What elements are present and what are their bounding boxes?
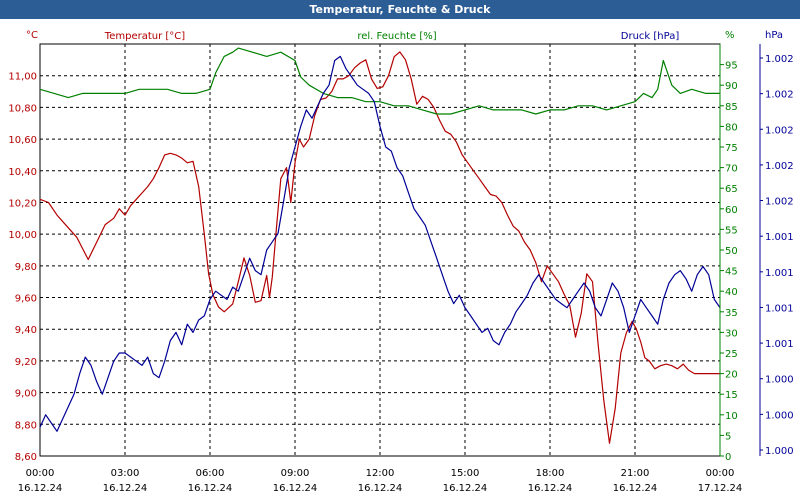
legend-temperature: Temperatur [°C] (104, 31, 185, 42)
y-tick-label-humidity: 70 (725, 164, 738, 175)
x-tick-label-time: 00:00 (26, 468, 55, 479)
x-tick-label-date: 16.12.24 (358, 483, 403, 494)
y-tick-label-pressure: 1.000 (765, 410, 794, 421)
series-line-humidity (39, 47, 720, 115)
y-tick-label-humidity: 65 (725, 184, 738, 195)
x-tick-label-date: 16.12.24 (18, 483, 63, 494)
y-tick-label-pressure: 1.000 (765, 375, 794, 386)
y-tick-label-humidity: 50 (725, 246, 738, 257)
y-tick-label-humidity: 25 (725, 349, 738, 360)
y-tick-label-pressure: 1.002 (765, 90, 794, 101)
y-tick-label-humidity: 15 (725, 390, 738, 401)
y-tick-label-temperature: 11,00 (8, 72, 37, 83)
series-line-temperature (39, 51, 720, 444)
y-tick-label-temperature: 10,40 (8, 167, 37, 178)
y-tick-label-temperature: 9,40 (15, 325, 37, 336)
y-tick-label-humidity: 10 (725, 411, 738, 422)
y-tick-label-humidity: 90 (725, 81, 738, 92)
y-tick-label-humidity: 80 (725, 122, 738, 133)
y-tick-label-pressure: 1.002 (765, 161, 794, 172)
y-tick-label-humidity: 0 (725, 452, 731, 463)
y-tick-label-humidity: 30 (725, 328, 738, 339)
x-tick-label-time: 00:00 (706, 468, 735, 479)
unit-label-temperature: °C (26, 30, 38, 41)
y-tick-label-temperature: 9,60 (15, 294, 37, 305)
y-tick-label-temperature: 9,80 (15, 262, 37, 273)
y-tick-label-pressure: 1.001 (765, 268, 794, 279)
y-tick-label-pressure: 1.002 (765, 197, 794, 208)
unit-label-humidity: % (725, 30, 735, 41)
y-tick-label-humidity: 5 (725, 431, 731, 442)
y-tick-label-humidity: 20 (725, 370, 738, 381)
x-tick-label-date: 16.12.24 (443, 483, 488, 494)
line-chart: 8,60 8,80 9,00 9,20 9,40 9,60 9,80 10,00 10,20 10… (8, 30, 793, 494)
x-tick-label-date: 17.12.24 (698, 483, 743, 494)
x-tick-label-time: 15:00 (451, 468, 480, 479)
x-tick-label-time: 21:00 (621, 468, 650, 479)
series-line-pressure (39, 55, 721, 432)
y-tick-label-humidity: 55 (725, 225, 738, 236)
y-tick-label-temperature: 9,20 (15, 357, 37, 368)
x-tick-label-time: 03:00 (111, 468, 140, 479)
y-tick-label-humidity: 85 (725, 102, 738, 113)
y-tick-label-humidity: 35 (725, 308, 738, 319)
x-tick-label-date: 16.12.24 (273, 483, 318, 494)
x-tick-label-time: 12:00 (366, 468, 395, 479)
y-tick-label-temperature: 10,00 (8, 230, 37, 241)
x-tick-label-date: 16.12.24 (103, 483, 148, 494)
y-tick-label-temperature: 10,60 (8, 135, 37, 146)
y-tick-label-temperature: 9,00 (15, 389, 37, 400)
series-layer (39, 47, 721, 444)
y-tick-label-temperature: 10,20 (8, 198, 37, 209)
legend-pressure: Druck [hPa] (621, 31, 680, 42)
y-tick-label-temperature: 8,80 (15, 420, 37, 431)
x-tick-label-time: 09:00 (281, 468, 310, 479)
axis-labels: 8,60 8,80 9,00 9,20 9,40 9,60 9,80 10,00 10,20 10… (8, 30, 793, 494)
chart-title: Temperatur, Feuchte & Druck (0, 0, 800, 19)
y-tick-label-pressure: 1.001 (765, 232, 794, 243)
y-tick-label-pressure: 1.002 (765, 125, 794, 136)
x-tick-label-date: 16.12.24 (613, 483, 658, 494)
x-tick-label-time: 06:00 (196, 468, 225, 479)
y-tick-label-humidity: 45 (725, 267, 738, 278)
legend-humidity: rel. Feuchte [%] (357, 31, 436, 42)
y-tick-label-temperature: 8,60 (15, 452, 37, 463)
y-tick-label-pressure: 1.001 (765, 303, 794, 314)
x-tick-label-date: 16.12.24 (528, 483, 573, 494)
y-tick-label-pressure: 1.002 (765, 54, 794, 65)
y-tick-label-humidity: 60 (725, 205, 738, 216)
x-tick-label-date: 16.12.24 (188, 483, 233, 494)
y-tick-label-humidity: 75 (725, 143, 738, 154)
y-tick-label-pressure: 1.001 (765, 339, 794, 350)
unit-label-pressure: hPa (765, 30, 783, 41)
x-tick-label-time: 18:00 (536, 468, 565, 479)
y-tick-label-humidity: 40 (725, 287, 738, 298)
y-tick-label-temperature: 10,80 (8, 103, 37, 114)
y-tick-label-humidity: 95 (725, 61, 738, 72)
y-tick-label-pressure: 1.000 (765, 446, 794, 457)
